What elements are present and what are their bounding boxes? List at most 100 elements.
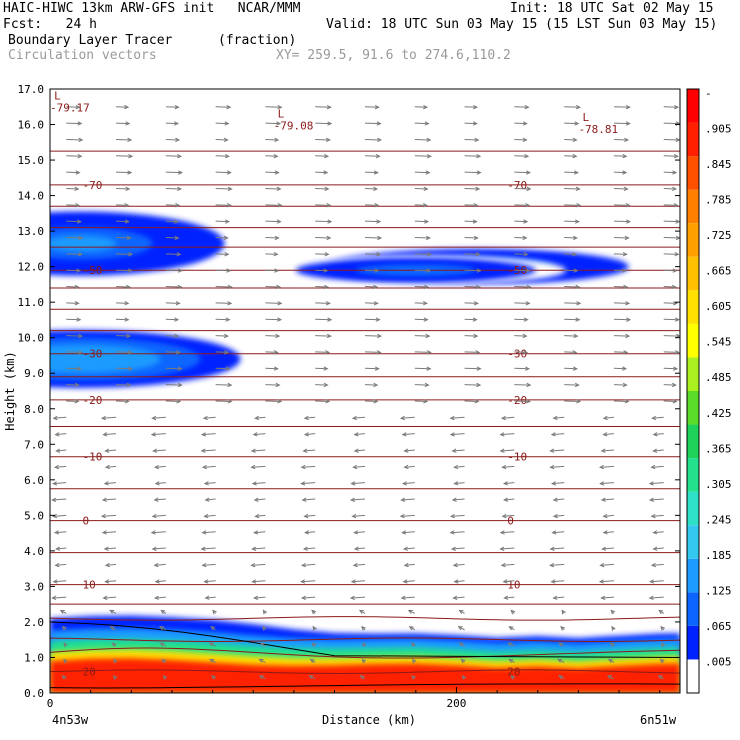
colorbar-swatch	[687, 525, 699, 559]
circulation-vector-head	[103, 546, 109, 551]
y-tick-label: 10.0	[18, 332, 45, 345]
circulation-vector-head	[450, 546, 456, 551]
circulation-vector-head	[573, 170, 579, 175]
circulation-vector-head	[275, 333, 281, 339]
circulation-vector-head	[150, 432, 156, 437]
colorbar-swatch	[687, 391, 699, 425]
circulation-vector-head	[503, 595, 509, 600]
circulation-vector-head	[550, 579, 556, 584]
circulation-vector	[550, 465, 565, 468]
contour-label: -30	[83, 348, 103, 361]
circulation-vector	[663, 302, 677, 304]
circulation-vector	[451, 514, 465, 517]
circulation-vector-head	[526, 382, 532, 388]
circulation-vector-head	[650, 562, 656, 568]
colorbar-swatch	[687, 659, 699, 693]
circulation-vector-head	[449, 530, 455, 535]
circulation-vector	[66, 122, 82, 125]
circulation-vector	[364, 122, 381, 125]
circulation-vector-head	[674, 104, 680, 110]
colorbar-swatch	[687, 89, 699, 123]
circulation-vector	[364, 318, 380, 321]
y-tick-label: 7.0	[24, 438, 44, 451]
circulation-vector	[53, 416, 67, 419]
circulation-vector-head	[55, 448, 61, 453]
circulation-vector-head	[63, 642, 68, 648]
circulation-vector	[56, 449, 67, 452]
circulation-vector-head	[109, 626, 115, 631]
circulation-vector	[202, 433, 216, 436]
circulation-vector	[564, 351, 577, 353]
circulation-vector-head	[154, 579, 160, 584]
circulation-vector-head	[200, 546, 206, 551]
circulation-vector	[564, 335, 578, 337]
circulation-vector	[151, 433, 166, 436]
circulation-vector	[304, 514, 316, 517]
y-tick-label: 4.0	[24, 545, 44, 558]
circulation-vector-head	[376, 252, 382, 257]
circulation-vector-head	[510, 609, 516, 615]
circulation-vector	[165, 204, 180, 206]
circulation-vector-head	[277, 317, 283, 322]
contour-label: -10	[83, 451, 103, 464]
circulation-vector-head	[59, 609, 65, 614]
colorbar-frame	[686, 88, 700, 694]
circulation-vector-head	[125, 186, 131, 192]
circulation-vector	[265, 122, 281, 125]
circulation-vector	[404, 449, 415, 452]
circulation-vector-head	[623, 350, 629, 355]
circulation-vector-head	[449, 513, 455, 519]
circulation-vector	[116, 400, 129, 402]
circulation-vector-head	[76, 317, 82, 322]
circulation-vector-head	[311, 642, 317, 648]
colorbar-swatch	[687, 357, 699, 391]
colorbar-swatch	[687, 189, 699, 224]
circulation-vector-head	[650, 513, 656, 519]
circulation-vector-head	[76, 366, 82, 371]
circulation-vector	[564, 122, 579, 125]
circulation-vector	[514, 187, 531, 190]
circulation-vector	[265, 187, 281, 190]
circulation-vector-head	[151, 546, 157, 551]
circulation-vector	[103, 433, 117, 436]
circulation-vector-head	[400, 497, 406, 502]
contour-label: -30	[507, 348, 527, 361]
circulation-vector-head	[361, 658, 367, 664]
circulation-vector-head	[550, 481, 557, 486]
circulation-vector	[105, 563, 117, 566]
circulation-vector	[350, 596, 366, 599]
colorbar-label: .125	[705, 584, 732, 597]
circulation-vector	[354, 449, 366, 452]
circulation-vector	[663, 335, 680, 337]
circulation-vector-head	[250, 562, 256, 568]
low-marker: L	[54, 90, 61, 103]
circulation-vector	[302, 498, 316, 501]
circulation-vector	[613, 302, 630, 304]
circulation-vector	[202, 531, 216, 534]
colorbar-label: .905	[705, 123, 732, 136]
circulation-vector-head	[53, 464, 60, 470]
circulation-vector	[304, 433, 316, 436]
circulation-vector-head	[76, 268, 82, 273]
circulation-vector-head	[204, 595, 210, 600]
circulation-vector-head	[74, 382, 80, 388]
circulation-vector	[454, 465, 465, 468]
circulation-vector	[305, 531, 316, 534]
circulation-vector	[315, 171, 328, 174]
circulation-vector	[66, 253, 82, 255]
circulation-vector-head	[225, 317, 231, 322]
circulation-vector-head	[648, 481, 654, 486]
circulation-vector	[165, 155, 181, 157]
circulation-vector-head	[177, 366, 183, 371]
circulation-vector	[501, 563, 515, 566]
circulation-vector-head	[522, 137, 528, 143]
circulation-vector-head	[473, 104, 479, 110]
circulation-vector-head	[526, 186, 532, 192]
circulation-vector-head	[312, 625, 317, 631]
circulation-vector-head	[600, 595, 606, 600]
circulation-vector-head	[253, 497, 259, 502]
circulation-vector-head	[374, 366, 380, 371]
circulation-vector	[315, 286, 328, 288]
circulation-vector-head	[472, 121, 478, 126]
circulation-vector	[550, 563, 565, 566]
